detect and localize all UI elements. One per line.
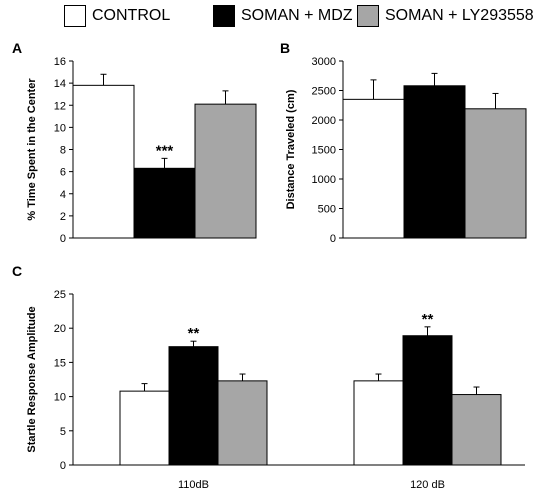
y-tick-label-a-0: 0 (60, 233, 66, 245)
y-tick-label-a-7: 14 (54, 78, 66, 90)
bar-c-g0-s0 (119, 390, 170, 466)
y-tick-label-b-0: 0 (330, 233, 336, 245)
y-tick-label-a-8: 16 (54, 56, 66, 68)
y-axis-title-b: Distance Traveled (cm) (285, 89, 297, 209)
legend-swatch-control (64, 5, 86, 27)
significance-c-g0: ** (188, 325, 200, 342)
y-tick-label-a-4: 8 (60, 145, 66, 157)
y-tick-label-a-3: 6 (60, 167, 66, 179)
y-tick-label-a-1: 2 (60, 211, 66, 223)
bar-b-g0-s0 (342, 98, 405, 239)
category-label-c-g1: 120 dB (410, 479, 445, 491)
panel-label-b: B (280, 40, 290, 56)
y-tick-label-c-2: 10 (54, 392, 66, 404)
legend: CONTROL SOMAN + MDZ SOMAN + LY293558 (0, 0, 550, 34)
category-label-c-g0: 110dB (178, 479, 209, 491)
panel-label-a: A (12, 40, 22, 56)
y-tick-label-b-6: 3000 (312, 56, 336, 68)
bar-a-g0-s2 (194, 103, 257, 239)
bar-c-g0-s2 (217, 380, 268, 466)
y-tick-label-b-4: 2000 (312, 115, 336, 127)
y-tick-label-a-6: 12 (54, 100, 66, 112)
significance-a-g0: *** (156, 142, 174, 159)
y-tick-label-c-5: 25 (54, 289, 66, 301)
bar-c-g1-s2 (451, 394, 502, 466)
y-tick-label-b-1: 500 (318, 204, 336, 216)
y-tick-label-c-1: 5 (60, 426, 66, 438)
y-tick-label-a-5: 10 (54, 122, 66, 134)
bar-c-g1-s0 (353, 380, 404, 466)
y-axis-title-c: Startle Response Amplitude (26, 306, 38, 452)
legend-item-soman-ly: SOMAN + LY293558 (357, 4, 534, 28)
legend-label-control: CONTROL (92, 7, 171, 24)
legend-swatch-soman-mdz (213, 5, 235, 27)
y-tick-label-b-5: 2500 (312, 86, 336, 98)
y-axis-title-a: % Time Spent in the Center (26, 78, 38, 221)
bar-b-g0-s2 (464, 108, 527, 239)
bar-c-g1-s1 (402, 335, 453, 466)
y-tick-label-b-2: 1000 (312, 174, 336, 186)
bar-b-g0-s1 (403, 85, 466, 239)
y-tick-label-c-4: 20 (54, 323, 66, 335)
y-tick-label-b-3: 1500 (312, 145, 336, 157)
bar-a-g0-s1 (133, 167, 196, 239)
y-tick-label-a-2: 4 (60, 189, 66, 201)
panel-label-c: C (12, 263, 22, 279)
y-tick-label-c-3: 15 (54, 357, 66, 369)
legend-label-soman-ly: SOMAN + LY293558 (385, 7, 534, 24)
y-tick-label-c-0: 0 (60, 460, 66, 472)
legend-item-soman-mdz: SOMAN + MDZ (213, 4, 353, 28)
bar-c-g0-s1 (168, 346, 219, 466)
significance-c-g1: ** (422, 311, 434, 328)
legend-label-soman-mdz: SOMAN + MDZ (241, 7, 353, 24)
legend-swatch-soman-ly (357, 5, 379, 27)
bar-a-g0-s0 (72, 84, 135, 239)
legend-item-control: CONTROL (64, 4, 170, 28)
